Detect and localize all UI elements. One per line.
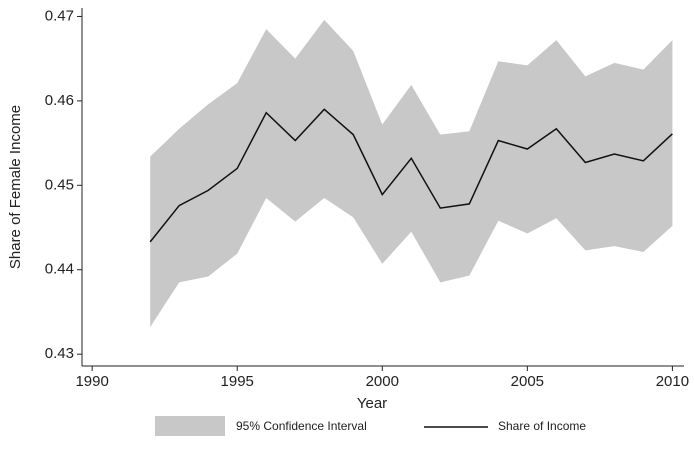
legend-label: Share of Income xyxy=(498,419,586,433)
y-tick-label: 0.47 xyxy=(45,7,74,24)
x-tick-label: 1995 xyxy=(221,373,254,390)
y-tick-label: 0.44 xyxy=(45,261,74,278)
y-axis-label: Share of Female Income xyxy=(7,105,24,269)
line xyxy=(149,108,673,243)
x-tick-label: 1990 xyxy=(75,373,108,390)
x-tick-label: 2000 xyxy=(366,373,399,390)
y-tick-label: 0.46 xyxy=(45,92,74,109)
confidence-band xyxy=(150,19,673,328)
y-tick-label: 0.43 xyxy=(45,345,74,362)
x-tick-label: 2005 xyxy=(511,373,544,390)
y-tick-label: 0.45 xyxy=(45,176,74,193)
x-tick-label: 2010 xyxy=(656,373,689,390)
x-axis-label: Year xyxy=(357,395,387,412)
legend-label: 95% Confidence Interval xyxy=(236,419,367,433)
legend-swatch xyxy=(155,416,225,436)
